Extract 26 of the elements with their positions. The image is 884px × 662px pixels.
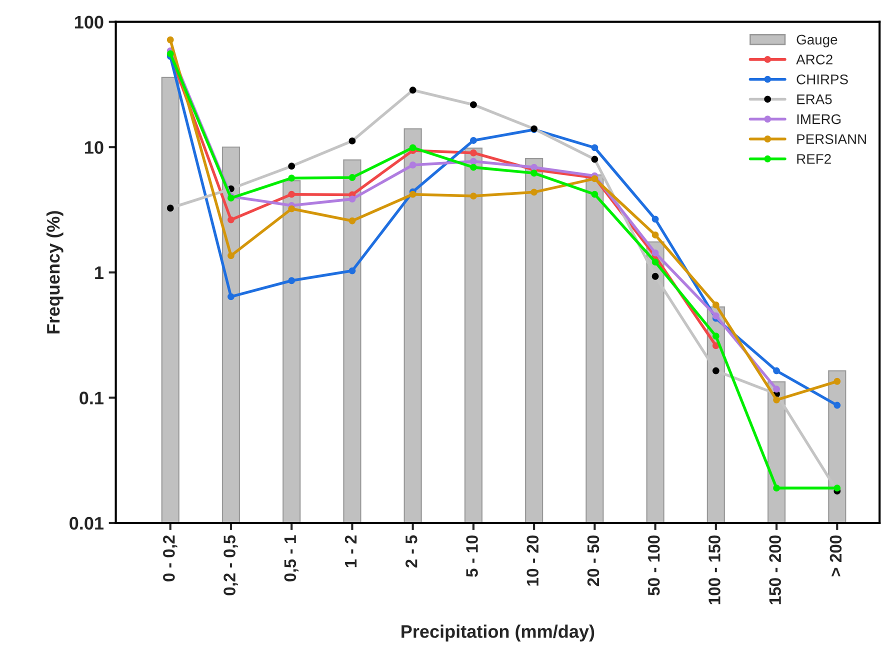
x-tick-label: > 200 — [830, 535, 842, 576]
legend-label: IMERG — [797, 114, 841, 124]
x-tick-label: 10 - 20 — [526, 535, 539, 586]
legend-label: ARC2 — [796, 54, 832, 64]
x-tick-label: 20 - 50 — [587, 535, 600, 586]
y-tick-label: 0.01 — [70, 516, 104, 530]
y-tick-label: 1 — [95, 266, 104, 279]
legend-label: ERA5 — [797, 94, 832, 104]
x-tick-label: 0 - 0,2 — [163, 535, 178, 582]
x-tick-label: 1 - 2 — [344, 535, 357, 568]
x-tick-label: 0,2 - 0,5 — [224, 535, 238, 596]
y-tick-label: 10 — [85, 141, 104, 154]
x-tick-label: 2 - 5 — [406, 535, 418, 568]
x-tick-label: 100 - 150 — [708, 535, 720, 604]
x-axis-title: Precipitation (mm/day) — [402, 624, 594, 642]
y-tick-label: 0.1 — [80, 392, 104, 404]
x-tick-label: 150 - 200 — [769, 535, 782, 604]
x-tick-label: 50 - 100 — [648, 535, 660, 596]
legend-label: REF2 — [797, 154, 831, 164]
y-tick-label: 100 — [75, 16, 104, 29]
legend-label: CHIRPS — [796, 74, 848, 84]
legend-label: PERSIANN — [797, 134, 866, 144]
y-axis-title: Frequency (%) — [46, 211, 64, 334]
x-tick-label: 0,5 - 1 — [284, 535, 298, 582]
legend-label: Gauge — [796, 34, 838, 48]
x-tick-label: 5 - 10 — [466, 535, 478, 577]
